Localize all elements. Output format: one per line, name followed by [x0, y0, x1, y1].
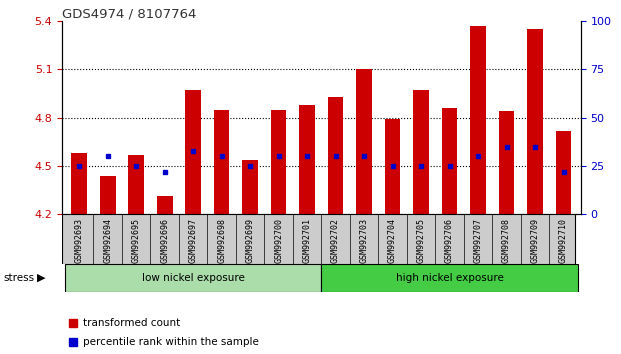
Bar	[100, 176, 116, 214]
Text: GSM992704: GSM992704	[388, 218, 397, 263]
Text: GSM992698: GSM992698	[217, 218, 226, 263]
Text: GSM992708: GSM992708	[502, 218, 511, 263]
Text: GSM992706: GSM992706	[445, 218, 454, 263]
Bar	[322, 264, 578, 292]
Text: GSM992710: GSM992710	[559, 218, 568, 263]
Text: low nickel exposure: low nickel exposure	[142, 273, 245, 283]
Bar	[271, 110, 286, 214]
Text: stress: stress	[3, 273, 34, 283]
Text: GSM992695: GSM992695	[132, 218, 141, 263]
Bar	[185, 90, 201, 214]
Bar	[556, 131, 571, 214]
Bar	[499, 111, 514, 214]
Bar	[470, 26, 486, 214]
Bar	[413, 90, 429, 214]
Text: ▶: ▶	[37, 273, 46, 283]
Text: GSM992703: GSM992703	[360, 218, 369, 263]
Bar	[129, 155, 144, 214]
Text: percentile rank within the sample: percentile rank within the sample	[83, 337, 259, 347]
Bar	[71, 153, 87, 214]
Text: GSM992694: GSM992694	[103, 218, 112, 263]
Bar	[356, 69, 372, 214]
Bar	[214, 110, 230, 214]
Text: GDS4974 / 8107764: GDS4974 / 8107764	[62, 7, 196, 20]
Text: GSM992707: GSM992707	[474, 218, 483, 263]
Bar	[157, 196, 173, 214]
Text: GSM992702: GSM992702	[331, 218, 340, 263]
Bar	[527, 29, 543, 214]
Text: GSM992696: GSM992696	[160, 218, 169, 263]
Bar	[242, 160, 258, 214]
Text: GSM992700: GSM992700	[274, 218, 283, 263]
Bar	[299, 105, 315, 214]
Text: GSM992701: GSM992701	[302, 218, 312, 263]
Text: GSM992693: GSM992693	[75, 218, 84, 263]
Bar	[65, 264, 322, 292]
Text: GSM992705: GSM992705	[417, 218, 425, 263]
Bar	[442, 108, 458, 214]
Bar	[385, 119, 401, 214]
Text: GSM992699: GSM992699	[246, 218, 255, 263]
Text: GSM992697: GSM992697	[189, 218, 197, 263]
Text: GSM992709: GSM992709	[530, 218, 540, 263]
Bar	[328, 97, 343, 214]
Text: transformed count: transformed count	[83, 318, 181, 328]
Text: high nickel exposure: high nickel exposure	[396, 273, 504, 283]
